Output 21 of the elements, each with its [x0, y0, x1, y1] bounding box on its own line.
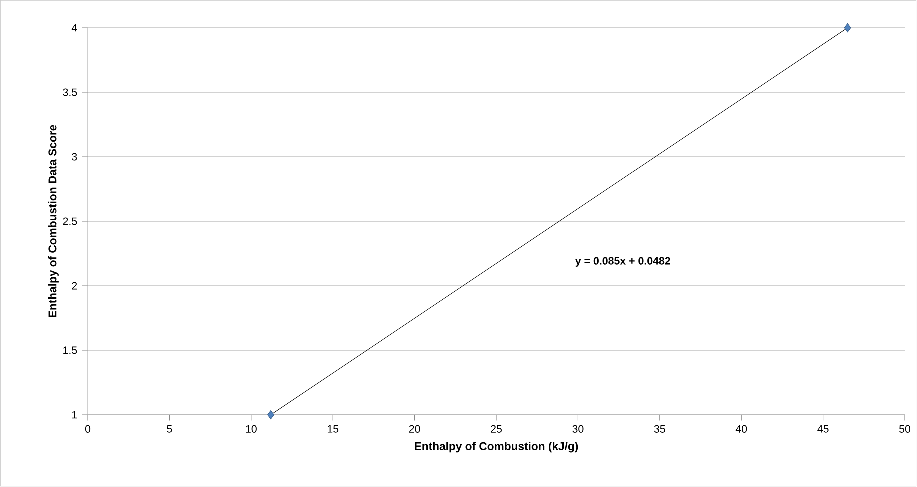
x-tick-label: 30 [572, 425, 584, 433]
x-tick-label: 25 [491, 425, 502, 433]
y-tick-label: 2 [72, 282, 78, 290]
x-axis-title: Enthalpy of Combustion (kJ/g) [415, 442, 578, 453]
x-tick-label: 45 [818, 425, 829, 433]
x-tick-label: 10 [246, 425, 257, 433]
y-tick-label: 1.5 [64, 346, 78, 354]
y-tick-label: 4 [72, 24, 78, 32]
x-tick-label: 40 [736, 425, 748, 433]
y-tick-label: 1 [72, 411, 78, 419]
y-tick-label: 2.5 [63, 218, 78, 226]
x-tick-label: 35 [654, 425, 666, 433]
annotation: y = 0.085x + 0.0482 [575, 257, 670, 267]
y-tick-label: 3.5 [63, 88, 78, 96]
x-tick-label: 5 [167, 425, 172, 433]
x-tick-label: 0 [85, 425, 91, 433]
x-tick-label: 15 [328, 425, 339, 433]
y-axis-title: Enthalpy of Combustion Data Score [48, 125, 59, 318]
x-tick-label: 50 [899, 425, 911, 433]
x-tick-label: 20 [409, 425, 420, 433]
y-tick-label: 3 [72, 153, 78, 161]
